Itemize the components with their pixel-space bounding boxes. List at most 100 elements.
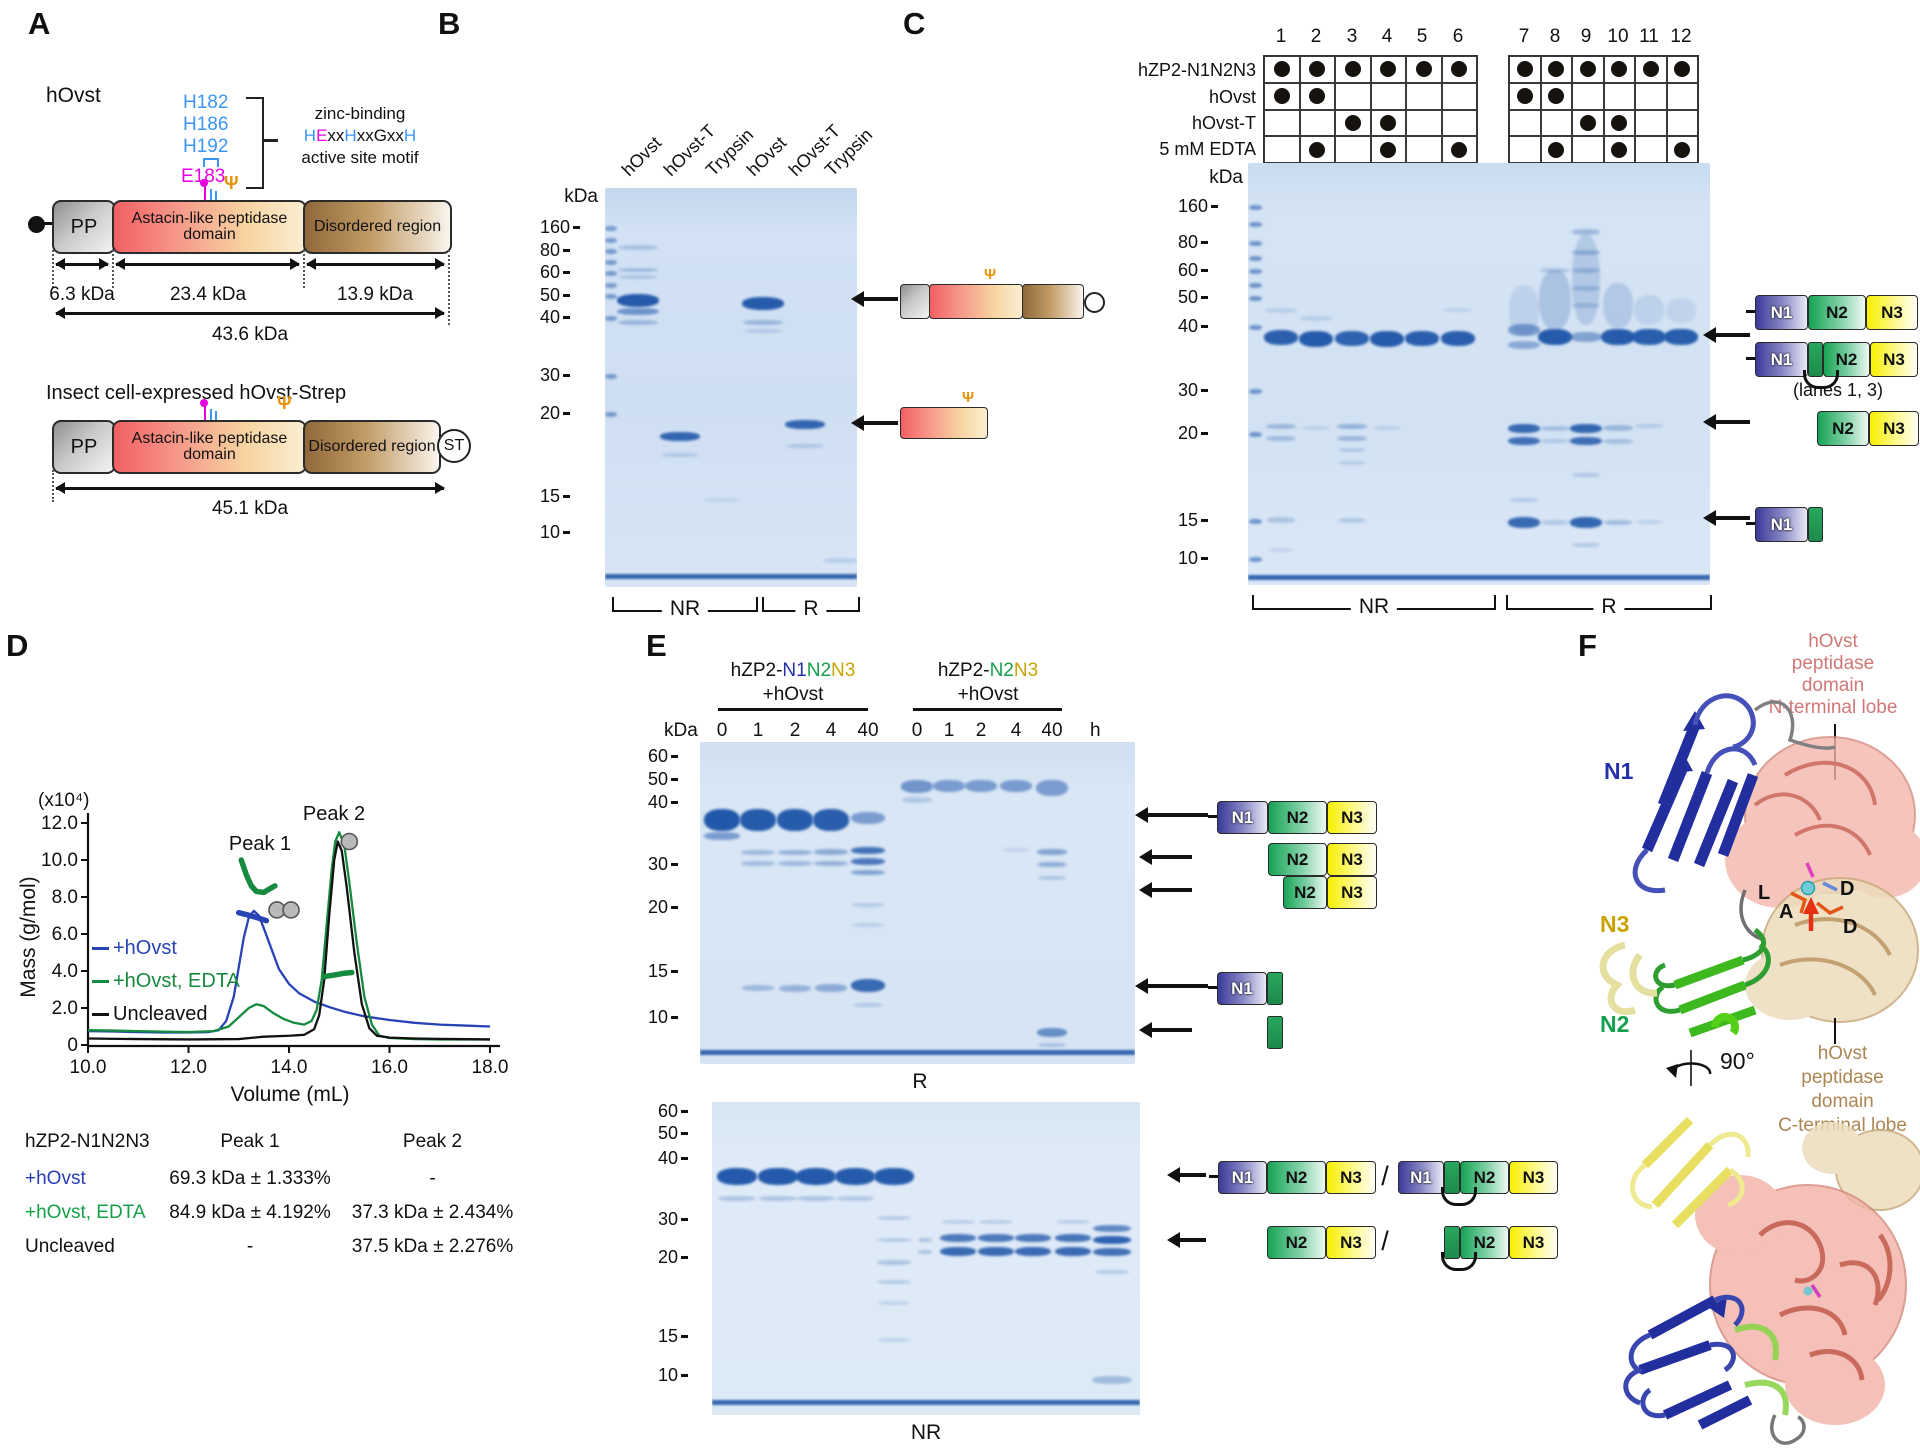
- guide-line: [448, 250, 450, 325]
- lane-number: 1: [1275, 26, 1287, 47]
- gel-band: [901, 779, 933, 793]
- matrix-cell: [1299, 56, 1335, 83]
- lane-label: hOvst: [617, 132, 666, 180]
- gel-band: [1300, 315, 1332, 321]
- gel-band: [1570, 516, 1602, 528]
- mw-marker: 10: [658, 1365, 710, 1386]
- gel-band: [660, 431, 700, 441]
- band-arrow-icon: [1703, 510, 1750, 526]
- dot-filled: [1451, 141, 1468, 158]
- glycan-icon: Ψ: [962, 389, 975, 406]
- domain-box-peptidase: Astacin-like peptidase domain: [112, 200, 307, 254]
- mw-marker: 10: [1178, 548, 1242, 569]
- timepoint-label: 40: [1041, 720, 1063, 741]
- table-header-peak2: Peak 2: [402, 1131, 463, 1152]
- band-arrow-icon: [851, 415, 898, 431]
- domain-box-peptidase: Astacin-like peptidase domain: [112, 420, 307, 474]
- group-bracket-nr: NR: [1252, 595, 1496, 619]
- motif-bracket: [246, 97, 264, 189]
- svg-text:2.0: 2.0: [52, 998, 78, 1019]
- gel-band: [1508, 341, 1540, 349]
- motif-segment: xxGxx: [356, 126, 404, 145]
- gel-band: [605, 259, 617, 265]
- gel-band: [1036, 780, 1068, 796]
- connector-line: [1208, 815, 1220, 818]
- label-line: hOvst: [1808, 631, 1858, 652]
- matrix-cell: [1540, 136, 1572, 163]
- gel-band: [742, 985, 774, 991]
- band-arrow-icon: [1703, 414, 1750, 430]
- gel-band: [1248, 204, 1262, 210]
- gel-band: [778, 860, 812, 866]
- motif-segment: H: [303, 126, 317, 145]
- gel-band: [1093, 1248, 1131, 1256]
- dot-filled: [1611, 114, 1628, 131]
- gel-band: [617, 307, 659, 315]
- domain-box-N1: N1: [1217, 801, 1268, 834]
- dot-filled: [1579, 114, 1596, 131]
- n3-ribbons-2: [1641, 1116, 1734, 1229]
- svg-text:16.0: 16.0: [371, 1057, 408, 1078]
- matrix-cell: [1540, 109, 1572, 137]
- residue-h182: H182: [183, 92, 229, 113]
- connector-line: [44, 222, 54, 225]
- n2-structure-label: N2: [1600, 1011, 1630, 1037]
- mw-marker: 30: [648, 854, 698, 875]
- circle-terminus-icon: [1084, 292, 1105, 313]
- dot-filled: [1642, 61, 1659, 78]
- svg-text:10.0: 10.0: [70, 1057, 107, 1078]
- domain-box-disordered: Disordered region: [303, 420, 441, 474]
- gel-band: [605, 411, 617, 417]
- label-line: domain: [1801, 675, 1865, 696]
- band-arrow-icon: [1167, 1167, 1206, 1183]
- n3-ribbons: [1599, 941, 1658, 1016]
- domain-box-N2: N2: [1267, 1226, 1326, 1259]
- gel-band: [1603, 438, 1633, 444]
- gel-band: [1248, 240, 1262, 246]
- gel-band: [741, 849, 775, 855]
- dot-filled: [1674, 61, 1691, 78]
- gel-c: [1248, 163, 1710, 585]
- glycan-icon: Ψ: [984, 266, 997, 283]
- timepoint-label: 40: [857, 720, 879, 741]
- label-line: domain: [1811, 1091, 1874, 1112]
- x-axis-title: Volume (mL): [230, 1083, 350, 1106]
- gel-band: [1266, 423, 1296, 429]
- n1-structure-label: N1: [1604, 758, 1634, 784]
- gel-band: [814, 849, 848, 855]
- gel-band: [878, 1338, 910, 1342]
- svg-text:6.0: 6.0: [52, 924, 78, 945]
- signal-peptide-dot-icon: [28, 216, 45, 233]
- gel-band: [1570, 332, 1602, 342]
- gel-band: [1572, 302, 1600, 308]
- domain-box-N1: N1: [1755, 295, 1808, 330]
- dot-filled: [1548, 88, 1565, 105]
- gel-band: [1570, 437, 1602, 445]
- lane-number: 6: [1452, 26, 1464, 47]
- gel-band: [1664, 329, 1698, 345]
- band-arrow-icon: [1135, 978, 1208, 994]
- condition-matrix-2: [1508, 55, 1699, 164]
- gel-band: [744, 329, 782, 333]
- matrix-cell: [1666, 136, 1698, 163]
- dot-filled: [1516, 61, 1533, 78]
- table-cell: 69.3 kDa ± 1.333%: [169, 1168, 331, 1189]
- group-bracket-r: R: [1506, 595, 1712, 619]
- domain-box-N2: N2: [1460, 1161, 1509, 1194]
- gel-band: [661, 453, 699, 457]
- group-bracket-r: R: [762, 597, 860, 621]
- gel-band: [778, 849, 812, 855]
- mw-marker: 160: [540, 217, 598, 238]
- gel-band: [851, 846, 885, 854]
- table-cell: -: [429, 1168, 436, 1189]
- gel-band: [941, 1220, 975, 1224]
- domain-box-N2: N2: [1267, 1161, 1326, 1194]
- mw-marker: 15: [1178, 510, 1242, 531]
- matrix-cell: [1635, 56, 1667, 83]
- dot-filled: [1674, 141, 1691, 158]
- lane-number: 8: [1549, 26, 1561, 47]
- rotation-angle: 90°: [1720, 1048, 1755, 1074]
- gel-band: [1038, 1043, 1066, 1047]
- motif-note-line1: zinc-binding: [314, 104, 406, 123]
- matrix-cell: [1603, 82, 1635, 110]
